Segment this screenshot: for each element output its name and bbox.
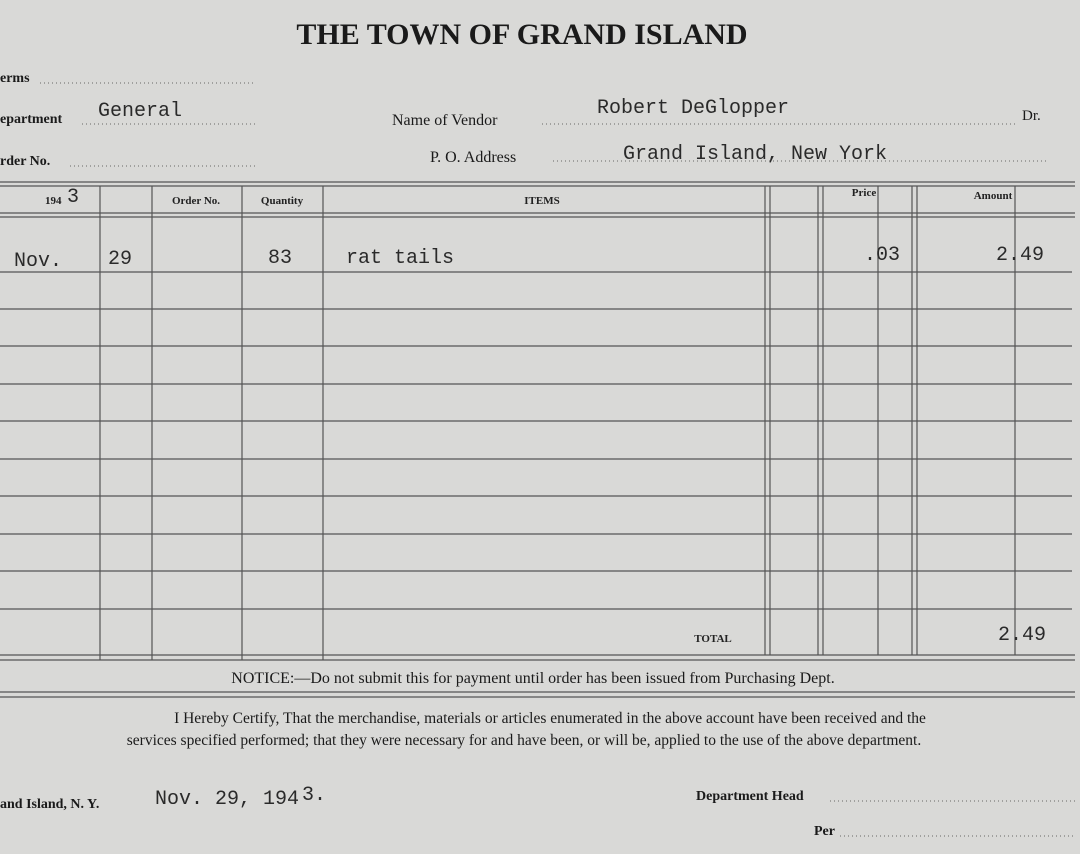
year-header: 194 <box>45 195 62 207</box>
footer-date-year: 3. <box>302 784 326 807</box>
title: THE TOWN OF GRAND ISLAND <box>296 18 747 51</box>
notice: NOTICE:—Do not submit this for payment u… <box>231 670 834 687</box>
department-label: epartment <box>0 112 63 127</box>
footer-place: and Island, N. Y. <box>0 797 99 812</box>
cell-quantity: 83 <box>268 247 292 270</box>
cell-amount: 2.49 <box>996 244 1044 267</box>
table-grid <box>0 181 1075 698</box>
cell-item: rat tails <box>346 247 454 270</box>
certify-line: I Hereby Certify, That the merchandise, … <box>174 710 926 727</box>
cell-month: Nov. <box>14 250 62 273</box>
vendor-suffix: Dr. <box>1022 108 1041 124</box>
year-written: 3 <box>67 186 79 209</box>
vendor-value: Robert DeGlopper <box>597 97 789 120</box>
address-label: P. O. Address <box>430 149 516 166</box>
footer-date: Nov. 29, 194 <box>155 788 299 811</box>
price-header: Price <box>852 187 877 199</box>
order-no-header: Order No. <box>172 195 220 207</box>
items-header: ITEMS <box>524 195 559 207</box>
total-label: TOTAL <box>694 633 732 645</box>
terms-label: erms <box>0 71 30 86</box>
per-label: Per <box>814 824 835 839</box>
cell-price: .03 <box>864 244 900 267</box>
department-value: General <box>98 100 182 123</box>
total-value: 2.49 <box>998 624 1046 647</box>
quantity-header: Quantity <box>261 195 304 207</box>
amount-header: Amount <box>974 190 1013 202</box>
vendor-label: Name of Vendor <box>392 112 498 129</box>
address-value: Grand Island, New York <box>623 143 887 166</box>
department-head-label: Department Head <box>696 789 804 804</box>
certify-line: services specified performed; that they … <box>127 732 922 749</box>
cell-day: 29 <box>108 248 132 271</box>
order-no-label: rder No. <box>0 154 50 169</box>
